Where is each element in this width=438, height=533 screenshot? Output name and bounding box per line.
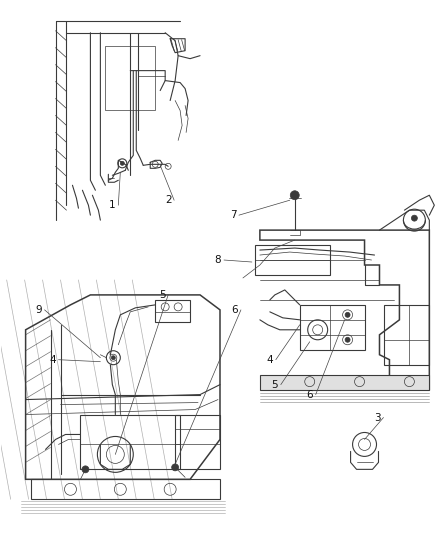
Bar <box>80 415 180 470</box>
Circle shape <box>344 312 349 317</box>
Text: 4: 4 <box>266 354 272 365</box>
Bar <box>384 305 428 365</box>
Bar <box>155 300 190 322</box>
Text: 6: 6 <box>306 390 312 400</box>
Text: 1: 1 <box>109 200 115 210</box>
Text: 4: 4 <box>49 354 56 365</box>
Bar <box>175 415 219 470</box>
Bar <box>259 375 428 390</box>
Text: 9: 9 <box>35 305 42 315</box>
Bar <box>31 479 219 499</box>
Text: 5: 5 <box>271 379 278 390</box>
Circle shape <box>290 191 299 200</box>
Text: 8: 8 <box>214 255 221 265</box>
Circle shape <box>171 464 178 471</box>
Circle shape <box>344 337 349 342</box>
Circle shape <box>82 466 89 473</box>
Text: 3: 3 <box>373 413 380 423</box>
Bar <box>254 245 329 275</box>
Circle shape <box>410 215 417 221</box>
Text: 7: 7 <box>229 210 236 220</box>
Circle shape <box>111 356 115 360</box>
Text: 5: 5 <box>159 290 165 300</box>
Text: 2: 2 <box>165 195 171 205</box>
Bar <box>105 46 155 110</box>
Circle shape <box>120 161 124 165</box>
Bar <box>299 305 364 350</box>
Text: 6: 6 <box>231 305 238 315</box>
